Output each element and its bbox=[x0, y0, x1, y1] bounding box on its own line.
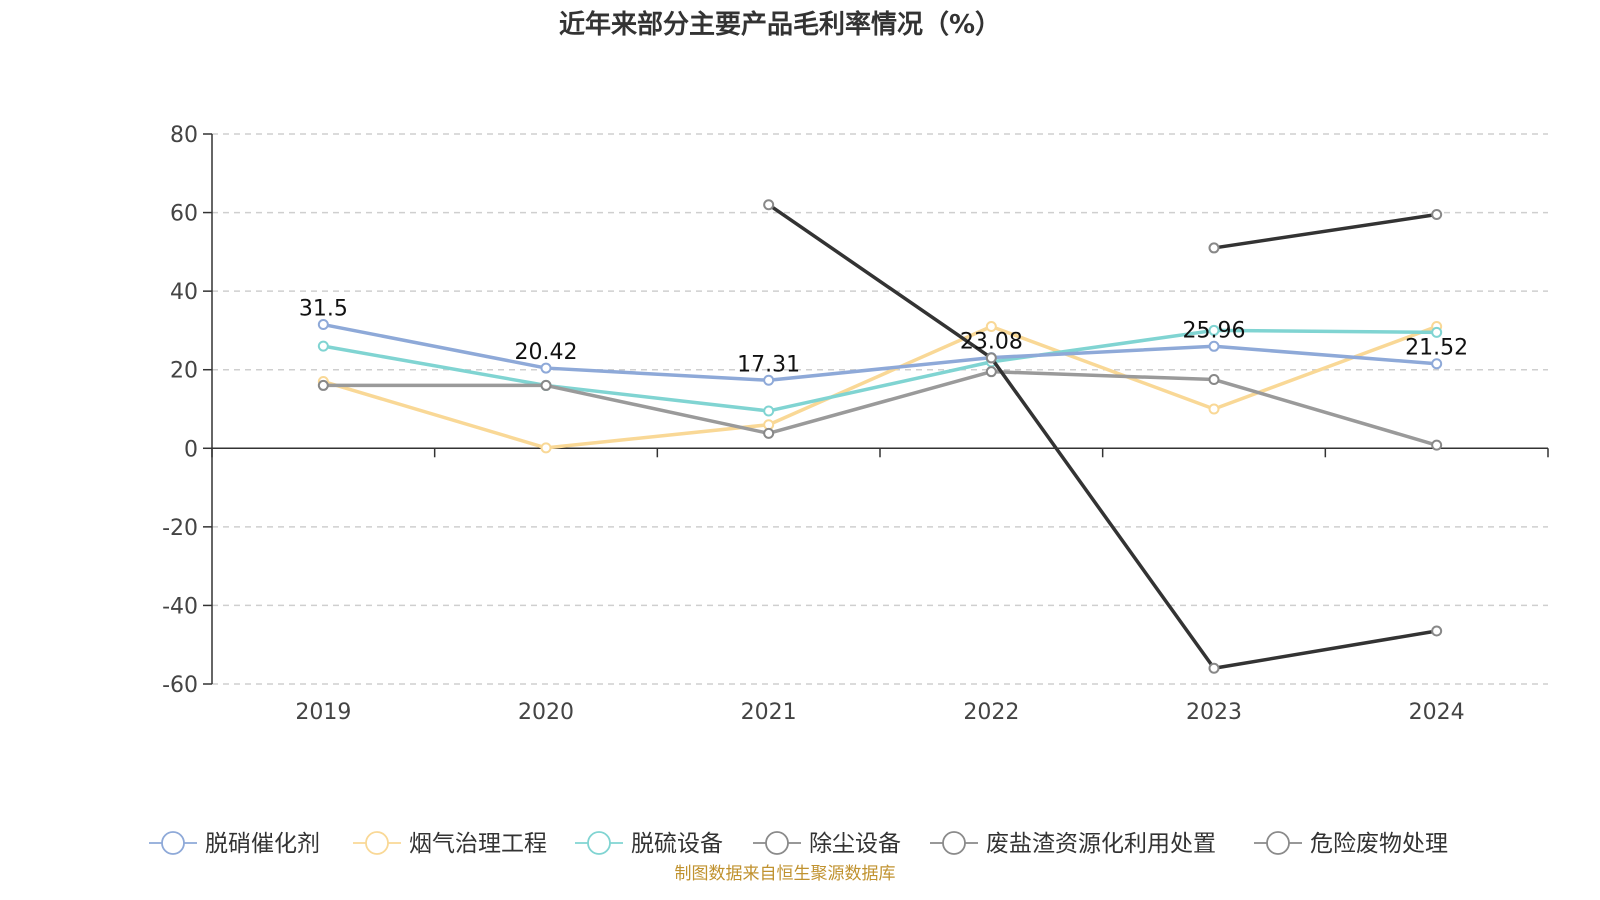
y-tick-label: 40 bbox=[170, 280, 198, 305]
data-label: 17.31 bbox=[737, 352, 800, 377]
data-point[interactable] bbox=[317, 319, 329, 331]
legend-marker-icon bbox=[161, 831, 185, 855]
data-label: 20.42 bbox=[515, 340, 578, 365]
x-tick-label: 2019 bbox=[295, 700, 351, 725]
legend-item[interactable]: 除尘设备 bbox=[753, 831, 901, 857]
y-tick-label: -20 bbox=[162, 516, 198, 541]
y-tick-label: 20 bbox=[170, 359, 198, 384]
series-4 bbox=[763, 199, 1443, 674]
series-line bbox=[1213, 212, 1437, 250]
x-tick-label: 2020 bbox=[518, 700, 574, 725]
legend-item[interactable]: 脱硫设备 bbox=[575, 831, 723, 857]
data-point[interactable] bbox=[985, 321, 997, 332]
series-3 bbox=[317, 366, 1443, 451]
y-tick-label: 0 bbox=[184, 437, 198, 462]
series-line bbox=[322, 324, 1438, 450]
data-point[interactable] bbox=[317, 340, 329, 352]
legend-item[interactable]: 脱硝催化剂 bbox=[149, 831, 320, 857]
data-point[interactable] bbox=[540, 379, 552, 391]
data-point[interactable] bbox=[1208, 324, 1220, 336]
legend-label: 废盐渣资源化利用处置 bbox=[986, 831, 1216, 857]
data-point[interactable] bbox=[540, 362, 552, 374]
legend-marker-icon bbox=[942, 831, 966, 855]
legend[interactable]: 脱硝催化剂 烟气治理工程 脱硫设备 除尘设备 废盐渣资源化利用处置 危险废物处理 bbox=[149, 831, 1448, 857]
legend-label: 除尘设备 bbox=[809, 831, 901, 857]
data-point[interactable] bbox=[1208, 242, 1220, 254]
data-label: 23.08 bbox=[960, 330, 1023, 355]
x-tick-label: 2023 bbox=[1186, 700, 1242, 725]
series-line bbox=[323, 369, 1438, 447]
data-point[interactable] bbox=[763, 374, 775, 386]
data-label: 25.96 bbox=[1183, 318, 1246, 343]
data-point[interactable] bbox=[985, 352, 997, 364]
data-point[interactable] bbox=[1431, 439, 1443, 451]
data-labels: 31.5 20.42 17.31 23.08 25.96 21.52 bbox=[299, 297, 1468, 378]
series-line bbox=[767, 203, 1437, 671]
legend-marker-icon bbox=[765, 831, 789, 855]
data-point[interactable] bbox=[763, 199, 775, 211]
data-point[interactable] bbox=[1208, 662, 1220, 674]
data-point[interactable] bbox=[1431, 326, 1443, 338]
data-point[interactable] bbox=[540, 442, 552, 454]
data-point[interactable] bbox=[1431, 358, 1443, 370]
data-point[interactable] bbox=[317, 379, 329, 391]
data-point[interactable] bbox=[1208, 340, 1220, 352]
x-tick-label: 2021 bbox=[741, 700, 797, 725]
data-point[interactable] bbox=[763, 405, 775, 417]
y-tick-label: 80 bbox=[170, 123, 198, 148]
y-tick-label: 60 bbox=[170, 202, 198, 227]
legend-label: 烟气治理工程 bbox=[409, 831, 547, 857]
x-tick-label: 2022 bbox=[963, 700, 1019, 725]
grid-lines bbox=[212, 133, 1548, 685]
data-point[interactable] bbox=[763, 427, 775, 439]
axes: 80 60 40 20 0 -20 -40 -60 2019 2020 2021 2022 2023 20… bbox=[162, 123, 1549, 725]
data-point[interactable] bbox=[1208, 403, 1220, 415]
y-tick-label: -40 bbox=[162, 594, 198, 619]
legend-marker-icon bbox=[1266, 831, 1290, 855]
x-tick-label: 2024 bbox=[1409, 700, 1465, 725]
series-5 bbox=[1208, 209, 1443, 254]
chart-title: 近年来部分主要产品毛利率情况（%） bbox=[559, 9, 1001, 40]
data-point[interactable] bbox=[1431, 625, 1443, 637]
legend-marker-icon bbox=[587, 831, 611, 855]
y-tick-label: -60 bbox=[162, 673, 198, 698]
data-point[interactable] bbox=[985, 366, 997, 378]
data-point[interactable] bbox=[1208, 374, 1220, 386]
legend-item[interactable]: 危险废物处理 bbox=[1254, 831, 1448, 857]
series-1 bbox=[317, 321, 1443, 454]
data-point[interactable] bbox=[1431, 209, 1443, 221]
data-label: 31.5 bbox=[299, 297, 348, 322]
legend-label: 危险废物处理 bbox=[1310, 831, 1448, 857]
legend-item[interactable]: 烟气治理工程 bbox=[353, 831, 547, 857]
series-line bbox=[322, 322, 1437, 383]
data-label: 21.52 bbox=[1405, 336, 1468, 361]
legend-label: 脱硫设备 bbox=[631, 831, 723, 857]
series-line bbox=[323, 328, 1437, 413]
legend-label: 脱硝催化剂 bbox=[205, 831, 320, 857]
legend-item[interactable]: 废盐渣资源化利用处置 bbox=[930, 831, 1216, 857]
legend-marker-icon bbox=[365, 831, 389, 855]
series-layer bbox=[317, 199, 1443, 674]
source-note: 制图数据来自恒生聚源数据库 bbox=[675, 864, 896, 884]
